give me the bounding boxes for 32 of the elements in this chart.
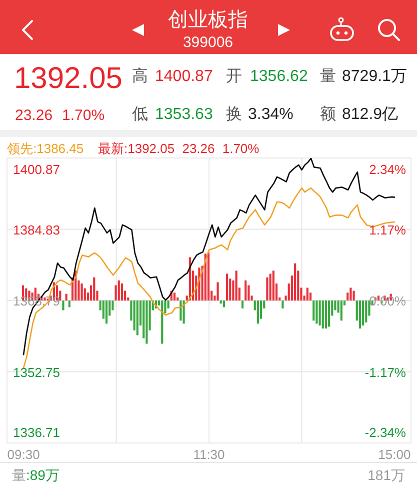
- text: 领先:1386.45: [7, 141, 84, 156]
- y-tick-label: 1352.75: [13, 364, 60, 380]
- text: 1400.87: [155, 68, 213, 85]
- text: 换: [226, 106, 242, 123]
- y-tick-label: 1336.71: [13, 425, 60, 440]
- text: 3.34%: [248, 106, 294, 123]
- text: 量:89万: [12, 467, 60, 483]
- x-tick-label: 11:30: [193, 447, 225, 462]
- chart-title: 创业板指: [168, 9, 248, 31]
- text: 1353.63: [155, 106, 213, 123]
- y-tick-label: 1400.87: [13, 162, 60, 177]
- y2-tick-label: -2.34%: [364, 425, 406, 440]
- x-tick-label: 15:00: [378, 447, 411, 462]
- text: 低: [132, 106, 148, 123]
- text: 高: [132, 67, 148, 85]
- text: 量: [320, 68, 336, 85]
- text: 181万: [368, 467, 405, 483]
- text: 1356.62: [250, 68, 308, 85]
- text: 8729.1万: [342, 68, 407, 85]
- text: 812.9亿: [342, 106, 398, 123]
- text: 1.70%: [62, 107, 105, 124]
- x-tick-label: 09:30: [7, 447, 40, 462]
- text: 最新:1392.05 23.26 1.70%: [98, 141, 260, 156]
- y-tick-label: 1384.83: [13, 222, 60, 238]
- text: 23.26: [15, 107, 53, 124]
- text: 1392.05: [14, 62, 122, 95]
- chart-subtitle: 399006: [182, 34, 234, 51]
- text: 开: [226, 68, 242, 85]
- y2-tick-label: 2.34%: [369, 162, 406, 177]
- y2-tick-label: 1.17%: [369, 222, 406, 238]
- text: 额: [320, 105, 336, 123]
- y2-tick-label: -1.17%: [364, 364, 406, 380]
